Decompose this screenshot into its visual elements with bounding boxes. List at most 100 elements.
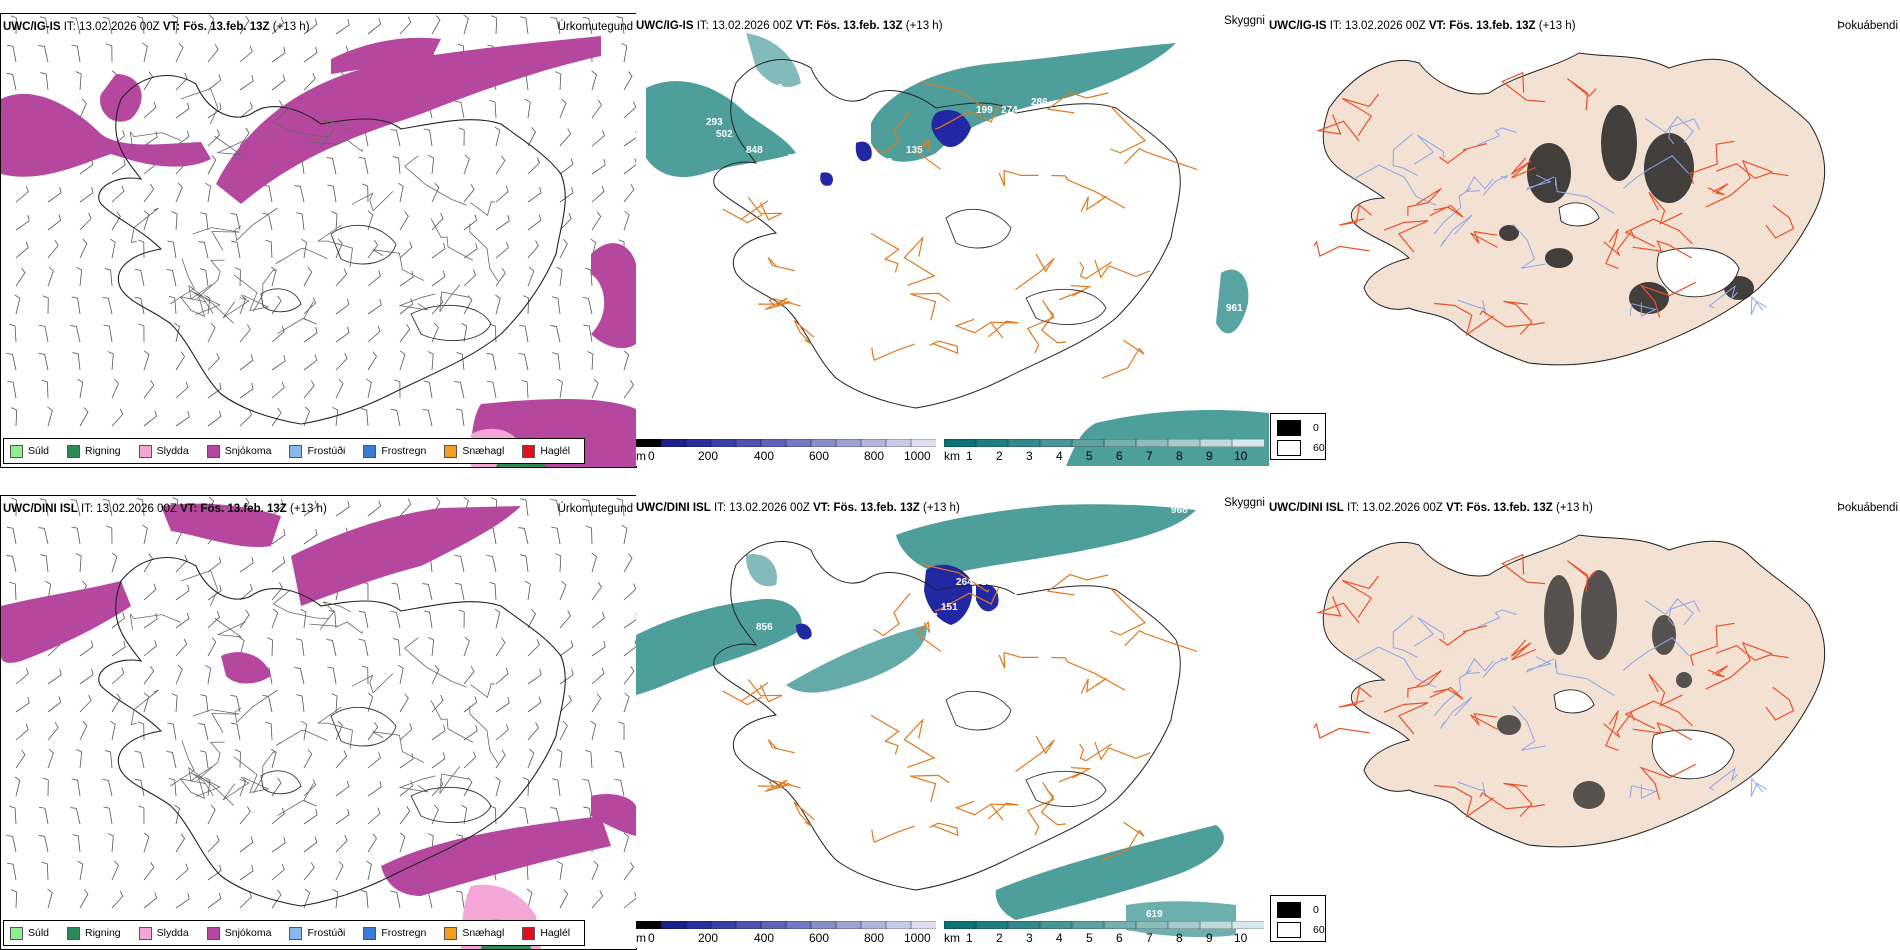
wind-barb bbox=[621, 42, 628, 63]
wind-barb bbox=[399, 241, 413, 259]
it-label: IT: bbox=[80, 503, 94, 515]
roads bbox=[722, 562, 1198, 861]
road-segment bbox=[1708, 285, 1738, 309]
colorbar-unit: m bbox=[636, 449, 646, 463]
cloud-header-top: UWC/IG-IS IT: 13.02.2026 00Z VT: Fös. 13… bbox=[636, 13, 1236, 33]
wind-barb bbox=[207, 322, 216, 343]
tick-label: 4 bbox=[1056, 931, 1063, 945]
wind-barb bbox=[555, 71, 562, 91]
road-segment bbox=[192, 227, 240, 251]
road-segment bbox=[1622, 637, 1690, 671]
wind-barb bbox=[621, 524, 628, 545]
wind-barb bbox=[495, 723, 509, 741]
lead-time: (+13 h) bbox=[272, 21, 310, 33]
wind-barb bbox=[591, 378, 599, 399]
wind-barb bbox=[102, 779, 113, 797]
tick-label: 2 bbox=[996, 449, 1003, 463]
wind-barb bbox=[70, 807, 81, 825]
wind-barb bbox=[463, 696, 478, 713]
wind-barb bbox=[271, 325, 285, 343]
road-segment bbox=[1648, 674, 1683, 707]
wind-barb bbox=[171, 211, 178, 231]
road-segment bbox=[987, 320, 1019, 338]
wind-barb bbox=[331, 693, 338, 713]
wind-barb bbox=[175, 102, 190, 119]
road-segment bbox=[873, 110, 911, 155]
wind-barb bbox=[175, 893, 190, 909]
wind-barb bbox=[143, 410, 158, 427]
wind-barb bbox=[463, 214, 478, 231]
road-segment bbox=[1407, 187, 1442, 216]
colorbar-segment bbox=[1103, 920, 1137, 930]
road-segment bbox=[1124, 147, 1198, 171]
road-segment bbox=[130, 207, 159, 244]
cloud-base-colorbar-top: m 0 200 400 600 800 1000 bbox=[635, 436, 937, 466]
legend-swatch bbox=[289, 444, 303, 458]
road-segment bbox=[439, 766, 469, 794]
road-segment bbox=[319, 119, 351, 148]
precip-legend: Súld Rigning Slydda Snjókoma Frostúði Fr… bbox=[3, 920, 586, 946]
wind-barb bbox=[143, 583, 157, 601]
snow-area bbox=[221, 652, 271, 684]
wind-barb bbox=[134, 296, 145, 315]
wind-barb bbox=[366, 860, 372, 881]
wind-barb bbox=[239, 776, 247, 797]
wind-barb bbox=[111, 641, 126, 657]
road-segment bbox=[998, 169, 1039, 187]
road-segment bbox=[1080, 195, 1107, 212]
road-segment bbox=[1124, 629, 1198, 653]
wind-barb bbox=[367, 500, 382, 517]
wind-barb bbox=[175, 351, 186, 371]
wind-barb bbox=[335, 268, 348, 287]
wind-barb bbox=[431, 724, 446, 741]
wind-barb bbox=[239, 324, 251, 343]
wind-barb bbox=[520, 498, 529, 517]
snow-area bbox=[1, 93, 211, 177]
wind-barb bbox=[102, 498, 113, 517]
wind-barb bbox=[103, 324, 113, 343]
legend-swatch bbox=[444, 926, 458, 940]
wind-barb bbox=[6, 835, 17, 853]
wind-barb bbox=[168, 777, 177, 797]
cloud-base-label: 961 bbox=[1226, 303, 1243, 314]
road-segment bbox=[222, 297, 250, 319]
precip-panel-top: UWC/IG-IS IT: 13.02.2026 00Z VT: Fös. 13… bbox=[0, 13, 637, 468]
wind-barb bbox=[175, 130, 190, 147]
tick-label: 9 bbox=[1206, 449, 1213, 463]
wind-barb bbox=[591, 130, 605, 147]
colorbar-segment bbox=[1199, 438, 1233, 448]
wind-barb bbox=[79, 668, 94, 685]
wind-barb bbox=[326, 639, 337, 657]
wind-barb bbox=[591, 552, 597, 573]
road-segment bbox=[1094, 259, 1151, 279]
colorbar-segment bbox=[760, 438, 787, 448]
wind-barb bbox=[527, 609, 536, 629]
wind-barb bbox=[367, 721, 379, 741]
wind-barb bbox=[618, 721, 625, 741]
colorbar-segment bbox=[1007, 438, 1041, 448]
wind-barb bbox=[431, 242, 446, 259]
colorbar-segment bbox=[760, 920, 787, 930]
iceland-outline bbox=[713, 541, 1181, 891]
road-segment bbox=[1510, 639, 1536, 661]
tick-label: 200 bbox=[698, 449, 719, 463]
tick-label: 9 bbox=[1206, 931, 1213, 945]
cloud-base-label: 502 bbox=[716, 129, 733, 140]
tick-label: 400 bbox=[754, 931, 775, 945]
cloud-base-label: 380 bbox=[786, 163, 803, 174]
wind-barb bbox=[239, 864, 254, 881]
wind-barb bbox=[431, 694, 444, 713]
wind-barb bbox=[591, 860, 599, 881]
wind-barb bbox=[262, 695, 273, 713]
wind-barb bbox=[109, 720, 116, 741]
cloud-base-label: 499 bbox=[1036, 577, 1053, 588]
road-segment bbox=[1648, 192, 1683, 225]
road-segment bbox=[169, 740, 195, 787]
road-segment bbox=[1632, 240, 1692, 259]
road-segment bbox=[1440, 214, 1473, 247]
wind-barb bbox=[428, 636, 435, 657]
wind-barb bbox=[15, 215, 30, 231]
wind-barb bbox=[399, 298, 413, 315]
wind-barb bbox=[495, 267, 506, 287]
wind-barb bbox=[358, 610, 369, 629]
